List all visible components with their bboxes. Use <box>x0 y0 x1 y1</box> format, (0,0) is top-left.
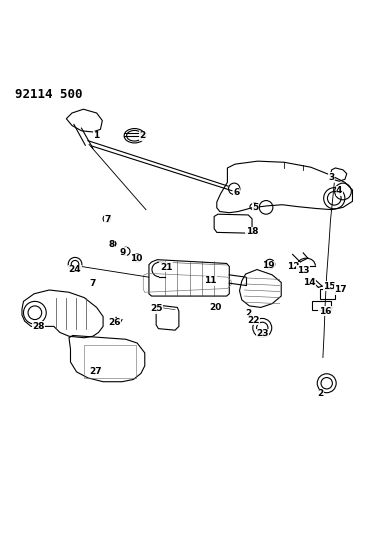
Text: 23: 23 <box>256 329 268 338</box>
Text: 7: 7 <box>90 279 96 288</box>
Text: 7: 7 <box>105 215 111 224</box>
Text: 9: 9 <box>120 248 126 256</box>
Text: 10: 10 <box>130 254 143 263</box>
Text: 28: 28 <box>33 322 45 331</box>
Text: 5: 5 <box>253 203 259 212</box>
Bar <box>84 344 136 378</box>
Text: 25: 25 <box>150 304 162 313</box>
Text: 16: 16 <box>319 306 331 316</box>
Text: 12: 12 <box>288 262 300 271</box>
Text: 22: 22 <box>247 316 259 325</box>
Text: 11: 11 <box>204 277 216 285</box>
Text: 24: 24 <box>69 265 81 274</box>
Text: 6: 6 <box>234 188 240 197</box>
Text: 15: 15 <box>324 282 336 290</box>
Text: 13: 13 <box>297 266 309 275</box>
Text: 8: 8 <box>109 240 115 249</box>
Text: 19: 19 <box>262 261 275 270</box>
Text: 3: 3 <box>329 173 335 182</box>
Text: 26: 26 <box>108 318 121 327</box>
Text: 27: 27 <box>89 367 102 376</box>
Text: 20: 20 <box>209 303 221 312</box>
Text: 92114 500: 92114 500 <box>15 88 83 101</box>
Text: 21: 21 <box>160 263 172 272</box>
Text: 18: 18 <box>246 227 258 236</box>
Bar <box>312 301 331 310</box>
Text: 2: 2 <box>317 389 323 398</box>
Circle shape <box>110 241 116 247</box>
Text: 2: 2 <box>139 131 145 140</box>
Bar <box>320 289 335 298</box>
Text: 14: 14 <box>302 278 315 287</box>
Text: 17: 17 <box>334 286 347 295</box>
Text: 4: 4 <box>336 186 342 195</box>
Text: 2: 2 <box>245 309 251 318</box>
Text: 1: 1 <box>94 131 100 140</box>
